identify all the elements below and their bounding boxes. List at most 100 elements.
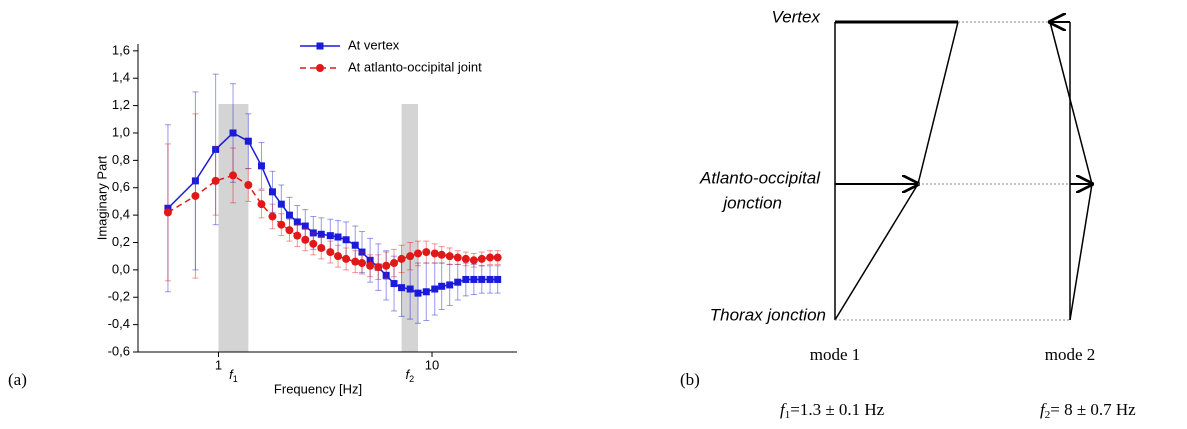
chart-a: f1 f2-0,6-0,4-0,20,00,20,40,60,81,01,21,4… (108, 37, 517, 384)
x-tick-label: 1 (215, 357, 222, 372)
marker (191, 191, 200, 200)
diagram-b (834, 21, 1093, 321)
text: = 8 ± 0.7 Hz (1050, 400, 1136, 419)
marker (477, 254, 486, 263)
marker (422, 248, 431, 257)
marker (293, 218, 301, 226)
marker (244, 137, 252, 145)
panel-label: (a) (8, 370, 27, 389)
symbol: f (405, 367, 410, 382)
marker (445, 252, 454, 261)
marker (326, 248, 335, 257)
shade (218, 104, 249, 352)
symbol: f (229, 367, 234, 382)
marker (469, 256, 478, 265)
y-tick-label: 0,8 (112, 152, 130, 167)
y-tick-label: 0,0 (112, 261, 130, 276)
y-axis-title: Imaginary Part (94, 155, 109, 240)
marker (486, 253, 495, 262)
marker (257, 162, 265, 170)
level-label: Thorax jonction (710, 305, 826, 324)
text: =1.3 ± 0.1 Hz (790, 400, 884, 419)
shade (401, 104, 419, 352)
marker (494, 275, 502, 283)
mode-label: mode 1 (810, 345, 861, 364)
frequency-label: f1=1.3 ± 0.1 Hz (780, 400, 885, 421)
legend-label: At atlanto-occipital joint (348, 59, 482, 74)
y-tick-label: 0,4 (112, 207, 130, 222)
marker (430, 249, 439, 258)
marker (342, 254, 351, 263)
marker (301, 222, 309, 230)
subscript: 2 (409, 374, 414, 384)
marker (334, 233, 342, 241)
level-label: Atlanto-occipital (699, 168, 821, 187)
mode-label: mode 2 (1045, 345, 1096, 364)
subscript: 2 (1045, 409, 1051, 421)
x-tick-label: 10 (425, 357, 439, 372)
y-tick-label: 1,6 (112, 42, 130, 57)
y-tick-label: -0,4 (108, 316, 130, 331)
marker (422, 288, 430, 296)
marker (437, 250, 446, 259)
marker (398, 284, 406, 292)
marker (382, 271, 390, 279)
marker (277, 200, 285, 208)
marker (357, 259, 366, 268)
subscript: 1 (233, 374, 238, 384)
marker (309, 239, 318, 248)
marker (438, 282, 446, 290)
legend-label: At vertex (348, 37, 400, 52)
subscript: 1 (785, 409, 791, 421)
marker (164, 204, 172, 212)
marker (268, 188, 276, 196)
marker (366, 261, 375, 270)
y-tick-label: -0,6 (108, 343, 130, 358)
marker (317, 230, 325, 238)
marker (493, 253, 502, 262)
panel-label: (b) (680, 370, 700, 389)
marker (462, 275, 470, 283)
marker (414, 289, 422, 297)
marker (390, 259, 399, 268)
shade-label: f2 (405, 367, 414, 384)
marker (486, 275, 494, 283)
marker (470, 275, 478, 283)
marker (478, 275, 486, 283)
mode2-shape (1049, 21, 1093, 321)
marker (244, 180, 253, 189)
series-line (167, 132, 498, 294)
marker (326, 232, 334, 240)
marker (382, 261, 391, 270)
y-tick-label: -0,2 (108, 289, 130, 304)
legend-marker (316, 64, 324, 72)
marker (454, 278, 462, 286)
frequency-label: f2= 8 ± 0.7 Hz (1040, 400, 1136, 421)
marker (309, 229, 317, 237)
marker (334, 252, 343, 261)
marker (285, 226, 294, 235)
marker (163, 208, 172, 217)
marker (461, 254, 470, 263)
level-label: Vertex (771, 7, 820, 26)
marker (342, 236, 350, 244)
marker (374, 263, 383, 272)
marker (212, 145, 220, 153)
marker (285, 211, 293, 219)
marker (351, 257, 360, 266)
marker (390, 280, 398, 288)
marker (317, 243, 326, 252)
marker (229, 129, 237, 137)
mode1-shape (834, 21, 959, 321)
y-tick-label: 1,2 (112, 97, 130, 112)
marker (257, 200, 266, 209)
marker (453, 253, 462, 262)
marker (301, 235, 310, 244)
marker (293, 231, 302, 240)
marker (431, 285, 439, 293)
marker (446, 281, 454, 289)
marker (277, 220, 286, 229)
y-tick-label: 1,4 (112, 70, 130, 85)
